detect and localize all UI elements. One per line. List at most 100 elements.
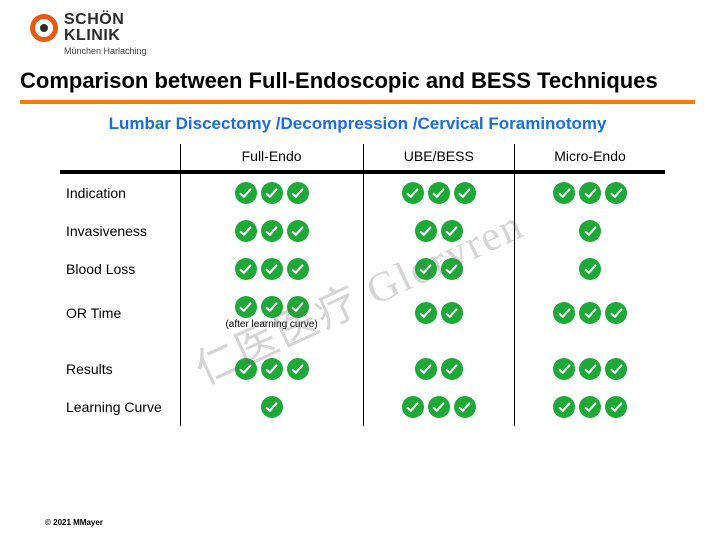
check-icon bbox=[261, 396, 283, 418]
check-icon bbox=[605, 396, 627, 418]
check-icon bbox=[261, 358, 283, 380]
check-group bbox=[235, 296, 309, 318]
check-group bbox=[261, 396, 283, 418]
row-label: Blood Loss bbox=[60, 250, 180, 288]
check-icon bbox=[579, 302, 601, 324]
check-icon bbox=[553, 302, 575, 324]
logo: SCHÖN KLINIK München Harlaching bbox=[30, 12, 715, 56]
check-icon bbox=[402, 396, 424, 418]
table-cell bbox=[180, 388, 363, 426]
col-header: Full-Endo bbox=[180, 144, 363, 172]
footer: © 2021 MMayer bbox=[45, 518, 103, 527]
header-empty bbox=[60, 144, 180, 172]
logo-icon bbox=[30, 14, 58, 42]
logo-area: SCHÖN KLINIK München Harlaching bbox=[0, 0, 715, 62]
check-icon bbox=[428, 396, 450, 418]
check-group bbox=[402, 396, 476, 418]
check-group bbox=[579, 258, 601, 280]
check-group bbox=[235, 182, 309, 204]
row-label: Invasiveness bbox=[60, 212, 180, 250]
check-icon bbox=[235, 220, 257, 242]
table-spacer bbox=[60, 338, 665, 350]
check-icon bbox=[235, 258, 257, 280]
check-icon bbox=[579, 220, 601, 242]
table-cell bbox=[515, 388, 666, 426]
table-row: Results bbox=[60, 350, 665, 388]
cell-note: (after learning curve) bbox=[187, 319, 357, 330]
comparison-table: Full-Endo UBE/BESS Micro-Endo Indication… bbox=[60, 144, 665, 426]
check-group bbox=[415, 302, 463, 324]
check-icon bbox=[415, 258, 437, 280]
check-icon bbox=[428, 182, 450, 204]
check-group bbox=[553, 396, 627, 418]
row-label: OR Time bbox=[60, 288, 180, 338]
check-icon bbox=[605, 182, 627, 204]
check-icon bbox=[605, 302, 627, 324]
table-cell bbox=[515, 212, 666, 250]
check-group bbox=[235, 258, 309, 280]
table-row: Indication bbox=[60, 172, 665, 212]
table-cell bbox=[515, 288, 666, 338]
check-group bbox=[415, 220, 463, 242]
table-row: Invasiveness bbox=[60, 212, 665, 250]
table-cell bbox=[180, 350, 363, 388]
table-cell bbox=[180, 212, 363, 250]
check-group bbox=[235, 358, 309, 380]
check-icon bbox=[441, 358, 463, 380]
row-label: Results bbox=[60, 350, 180, 388]
page-title: Comparison between Full-Endoscopic and B… bbox=[0, 62, 715, 100]
brand-bottom: KLINIK bbox=[64, 28, 147, 44]
table-cell bbox=[363, 388, 514, 426]
check-icon bbox=[454, 396, 476, 418]
check-icon bbox=[415, 358, 437, 380]
check-icon bbox=[287, 182, 309, 204]
table-cell bbox=[363, 172, 514, 212]
check-icon bbox=[261, 220, 283, 242]
table-cell: (after learning curve) bbox=[180, 288, 363, 338]
table-cell bbox=[363, 212, 514, 250]
check-icon bbox=[287, 296, 309, 318]
check-icon bbox=[235, 182, 257, 204]
check-icon bbox=[579, 396, 601, 418]
table-cell bbox=[363, 250, 514, 288]
check-icon bbox=[261, 182, 283, 204]
table-cell bbox=[180, 250, 363, 288]
table-row: Learning Curve bbox=[60, 388, 665, 426]
check-group bbox=[553, 302, 627, 324]
check-icon bbox=[415, 302, 437, 324]
check-group bbox=[415, 258, 463, 280]
row-label: Learning Curve bbox=[60, 388, 180, 426]
table-cell bbox=[515, 250, 666, 288]
check-icon bbox=[441, 302, 463, 324]
table-row: Blood Loss bbox=[60, 250, 665, 288]
col-header: UBE/BESS bbox=[363, 144, 514, 172]
check-group bbox=[402, 182, 476, 204]
table-cell bbox=[363, 288, 514, 338]
check-icon bbox=[235, 296, 257, 318]
check-icon bbox=[553, 358, 575, 380]
check-icon bbox=[454, 182, 476, 204]
check-icon bbox=[261, 258, 283, 280]
check-icon bbox=[287, 258, 309, 280]
check-group bbox=[579, 220, 601, 242]
check-icon bbox=[441, 258, 463, 280]
check-icon bbox=[235, 358, 257, 380]
table-cell bbox=[180, 172, 363, 212]
check-group bbox=[553, 182, 627, 204]
table-header-row: Full-Endo UBE/BESS Micro-Endo bbox=[60, 144, 665, 172]
check-group bbox=[415, 358, 463, 380]
check-icon bbox=[402, 182, 424, 204]
table-row: OR Time (after learning curve) bbox=[60, 288, 665, 338]
check-icon bbox=[441, 220, 463, 242]
brand-top: SCHÖN bbox=[64, 12, 147, 28]
check-icon bbox=[579, 182, 601, 204]
logo-text: SCHÖN KLINIK München Harlaching bbox=[64, 12, 147, 56]
check-icon bbox=[415, 220, 437, 242]
check-group bbox=[553, 358, 627, 380]
check-group bbox=[235, 220, 309, 242]
table-cell bbox=[363, 350, 514, 388]
row-label: Indication bbox=[60, 172, 180, 212]
title-rule bbox=[20, 100, 695, 104]
table-cell bbox=[515, 172, 666, 212]
table-cell bbox=[515, 350, 666, 388]
